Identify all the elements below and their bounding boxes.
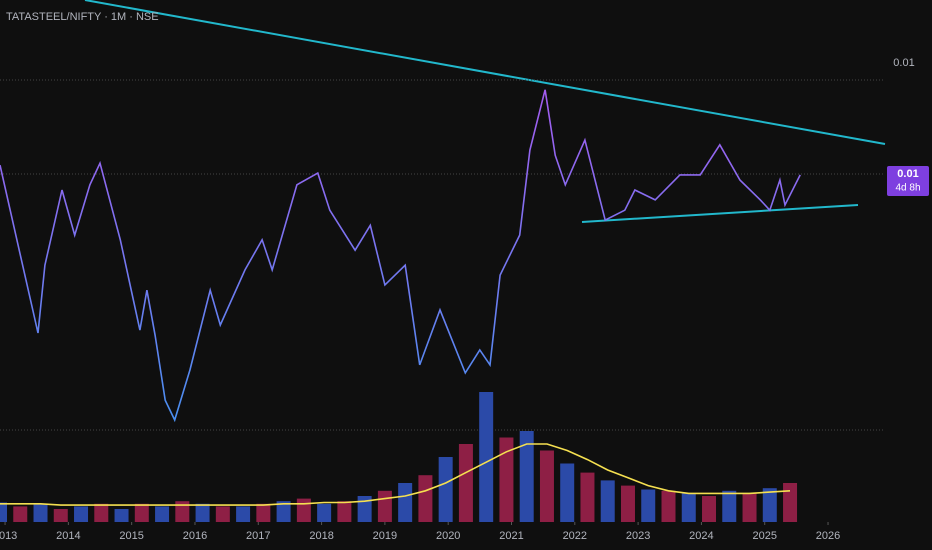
last-price: 0.01 xyxy=(897,168,918,180)
volume-bar xyxy=(155,506,170,522)
countdown: 4d 8h xyxy=(895,183,920,194)
volume-bar xyxy=(539,450,554,522)
volume-bar xyxy=(560,463,575,522)
trendline xyxy=(581,204,859,223)
y-tick-label: 0.01 xyxy=(893,57,914,69)
x-tick-label: 2017 xyxy=(246,530,270,542)
volume-bar xyxy=(74,506,89,522)
volume-bar xyxy=(499,437,514,522)
chart-title: TATASTEEL/NIFTY · 1M · NSE xyxy=(6,11,159,23)
x-tick-label: 2022 xyxy=(563,530,587,542)
volume-bar xyxy=(337,501,352,522)
volume-bar xyxy=(600,480,615,522)
volume-bar xyxy=(317,503,332,522)
volume-bar xyxy=(519,431,534,522)
x-tick-label: 2018 xyxy=(309,530,333,542)
volume-bar xyxy=(215,506,230,522)
volume-bar xyxy=(13,506,28,522)
x-tick-label: 2023 xyxy=(626,530,650,542)
volume-bar xyxy=(357,496,372,522)
x-tick-label: 2015 xyxy=(119,530,143,542)
volume-bar xyxy=(195,503,210,522)
volume-bar xyxy=(762,488,777,522)
volume-bar xyxy=(438,457,453,522)
volume-bar xyxy=(33,503,48,522)
volume-bar xyxy=(94,503,109,522)
volume-bar xyxy=(458,444,473,522)
trendline xyxy=(84,0,886,145)
volume-ma xyxy=(0,443,791,506)
volume-bar xyxy=(236,506,251,522)
price-line xyxy=(0,89,801,423)
x-tick-label: 2020 xyxy=(436,530,460,542)
x-tick-label: 2013 xyxy=(0,530,17,542)
x-tick-label: 2026 xyxy=(816,530,840,542)
volume-bar xyxy=(783,483,798,522)
volume-bar xyxy=(580,472,595,522)
volume-bar xyxy=(702,496,717,522)
price-badge xyxy=(887,166,929,196)
volume-bar xyxy=(418,475,433,522)
volume-bar xyxy=(681,493,696,522)
volume-bar xyxy=(296,498,311,522)
volume-bar xyxy=(641,489,656,522)
volume-bar xyxy=(114,509,129,522)
volume-bar xyxy=(661,490,676,522)
x-tick-label: 2024 xyxy=(689,530,713,542)
volume-bar xyxy=(0,502,7,522)
volume-bar xyxy=(175,501,190,522)
y-tick-label: 0.01 xyxy=(893,128,914,140)
volume-bar xyxy=(134,503,149,522)
volume-bar xyxy=(479,392,494,522)
volume-bar xyxy=(742,493,757,522)
x-tick-label: 2014 xyxy=(56,530,80,542)
volume-bar xyxy=(722,490,737,522)
volume-bar xyxy=(256,503,271,522)
x-tick-label: 2019 xyxy=(373,530,397,542)
x-tick-label: 2025 xyxy=(752,530,776,542)
x-tick-label: 2021 xyxy=(499,530,523,542)
volume-bar xyxy=(398,483,413,522)
x-tick-label: 2016 xyxy=(183,530,207,542)
volume-bar xyxy=(276,501,291,522)
volume-bar xyxy=(377,490,392,522)
volume-bar xyxy=(53,509,68,522)
volume-bar xyxy=(620,485,635,522)
